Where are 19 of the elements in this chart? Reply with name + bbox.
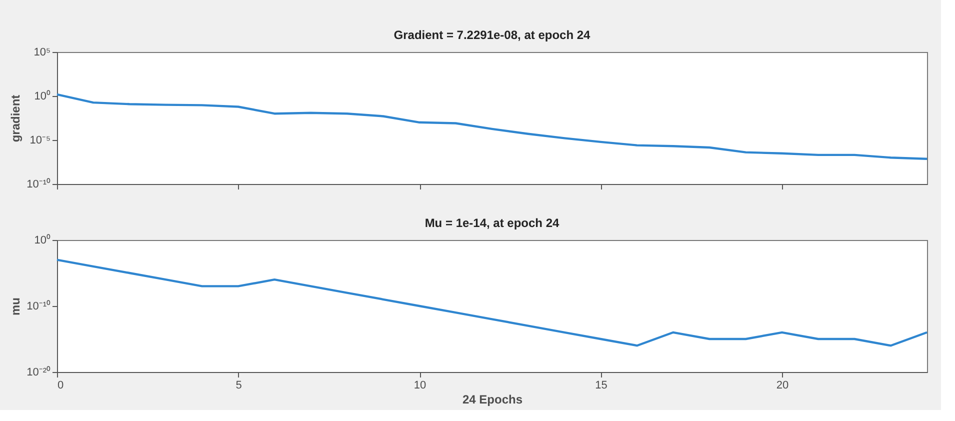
y-tick-label: 10⁻²⁰ xyxy=(26,366,50,378)
chart-title: Mu = 1e-14, at epoch 24 xyxy=(424,216,560,230)
y-tick-label: 10⁻¹⁰ xyxy=(26,300,50,312)
y-tick-label: 10⁰ xyxy=(34,90,50,102)
x-tick-label: 5 xyxy=(236,380,242,392)
y-axis-title: gradient xyxy=(8,94,23,142)
x-tick-label: 10 xyxy=(414,380,426,392)
y-tick-label: 10⁵ xyxy=(34,46,50,58)
x-axis-title: 24 Epochs xyxy=(462,392,523,406)
y-tick-label: 10⁰ xyxy=(34,234,50,246)
x-tick-label: 20 xyxy=(776,380,789,392)
y-axis-title: mu xyxy=(8,298,23,316)
x-tick-label: 15 xyxy=(595,380,608,392)
y-tick-label: 10⁻¹⁰ xyxy=(26,178,50,190)
chart-title: Gradient = 7.2291e-08, at epoch 24 xyxy=(394,28,591,42)
line-series xyxy=(56,93,928,160)
y-tick-label: 10⁻⁵ xyxy=(30,134,50,146)
x-tick-label: 0 xyxy=(58,380,64,392)
line-series xyxy=(56,258,928,347)
